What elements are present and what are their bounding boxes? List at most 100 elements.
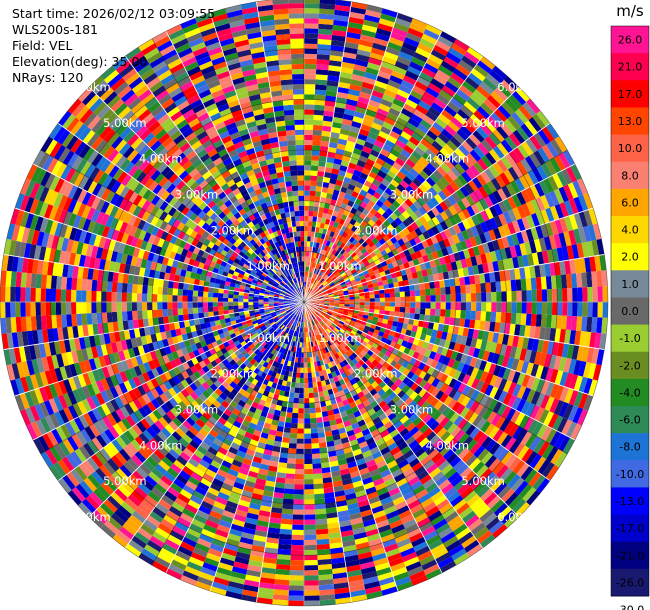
ppi-cell: [504, 97, 519, 113]
ppi-cell: [321, 325, 327, 331]
ppi-cell: [315, 376, 321, 383]
ppi-cell: [540, 426, 553, 442]
ppi-cell: [424, 349, 432, 358]
ppi-cell: [571, 344, 580, 360]
ppi-cell: [389, 287, 395, 293]
ppi-cell: [447, 270, 455, 280]
ppi-cell: [360, 472, 372, 481]
ppi-cell: [464, 355, 473, 366]
ppi-cell: [372, 282, 379, 288]
ppi-cell: [298, 352, 302, 358]
ppi-cell: [324, 100, 336, 107]
ppi-cell: [304, 534, 317, 541]
ppi-cell: [484, 207, 494, 220]
ppi-cell: [353, 485, 366, 493]
ppi-cell: [457, 174, 468, 186]
ppi-cell: [561, 343, 570, 358]
ppi-cell: [443, 56, 459, 69]
ppi-cell: [367, 464, 379, 473]
ppi-cell: [369, 412, 379, 421]
ppi-cell: [479, 534, 496, 548]
ppi-cell: [364, 244, 371, 251]
ppi-cell: [314, 402, 321, 408]
ppi-cell: [521, 387, 532, 401]
ppi-cell: [313, 124, 323, 131]
ppi-cell: [369, 468, 381, 478]
ppi-cell: [365, 136, 377, 145]
ppi-cell: [337, 330, 344, 336]
ppi-cell: [414, 127, 427, 139]
ppi-cell: [564, 388, 574, 404]
ppi-cell: [388, 487, 401, 497]
ppi-cell: [519, 414, 530, 429]
ppi-cell: [561, 168, 573, 185]
ppi-cell: [456, 128, 469, 141]
ppi-cell: [563, 231, 572, 247]
ppi-cell: [314, 231, 319, 238]
ppi-cell: [546, 446, 559, 463]
ppi-cell: [465, 257, 473, 268]
ppi-cell: [334, 184, 342, 192]
ppi-cell: [403, 449, 415, 460]
ppi-cell: [397, 205, 406, 214]
ppi-cell: [418, 388, 427, 398]
ppi-cell: [334, 380, 342, 388]
ppi-cell: [564, 200, 574, 216]
ppi-cell: [331, 194, 339, 201]
ppi-cell: [379, 148, 391, 158]
ppi-cell: [361, 227, 369, 235]
ppi-cell: [343, 193, 352, 201]
ppi-cell: [578, 376, 588, 393]
ppi-cell: [390, 403, 399, 413]
ppi-cell: [443, 365, 453, 376]
ppi-cell: [582, 287, 588, 302]
ppi-cell: [428, 448, 440, 460]
ppi-cell: [307, 316, 310, 322]
ppi-cell: [431, 452, 443, 464]
ppi-cell: [466, 47, 483, 61]
ppi-cell: [339, 355, 346, 362]
ppi-cell: [308, 382, 313, 389]
ppi-cell: [475, 380, 485, 392]
ppi-cell: [459, 276, 466, 286]
ppi-cell: [412, 164, 423, 174]
ppi-cell: [553, 400, 565, 416]
ppi-cell: [371, 265, 379, 272]
ppi-cell: [312, 285, 316, 290]
ppi-cell: [443, 434, 455, 446]
ppi-cell: [425, 295, 431, 302]
ppi-cell: [322, 261, 327, 267]
ppi-cell: [329, 178, 337, 185]
ppi-cell: [530, 226, 539, 241]
ppi-cell: [310, 170, 318, 177]
ppi-cell: [332, 163, 341, 170]
ppi-cell: [414, 227, 423, 237]
ppi-cell: [400, 46, 416, 57]
ppi-cell: [310, 272, 314, 278]
ppi-cell: [358, 155, 368, 164]
ppi-cell: [393, 281, 400, 288]
ppi-cell: [507, 257, 515, 270]
ppi-cell: [453, 478, 467, 491]
ppi-cell: [370, 381, 379, 389]
ppi-cell: [450, 519, 465, 532]
ppi-cell: [454, 147, 466, 160]
ppi-cell: [377, 388, 386, 397]
ppi-cell: [410, 330, 417, 339]
ppi-cell: [545, 160, 557, 176]
ppi-cell: [377, 207, 386, 216]
ppi-cell: [312, 216, 318, 222]
ppi-cell: [319, 320, 325, 326]
ppi-cell: [522, 101, 537, 118]
ppi-cell: [307, 311, 311, 317]
ppi-cell: [562, 437, 575, 454]
ppi-cell: [336, 345, 343, 352]
ppi-cell: [305, 332, 308, 338]
ppi-cell: [524, 468, 538, 484]
ppi-cell: [465, 398, 476, 410]
ppi-cell: [515, 313, 522, 325]
ppi-cell: [505, 182, 517, 197]
ppi-cell: [304, 529, 317, 536]
ppi-cell: [316, 538, 330, 545]
ppi-cell: [490, 413, 502, 427]
